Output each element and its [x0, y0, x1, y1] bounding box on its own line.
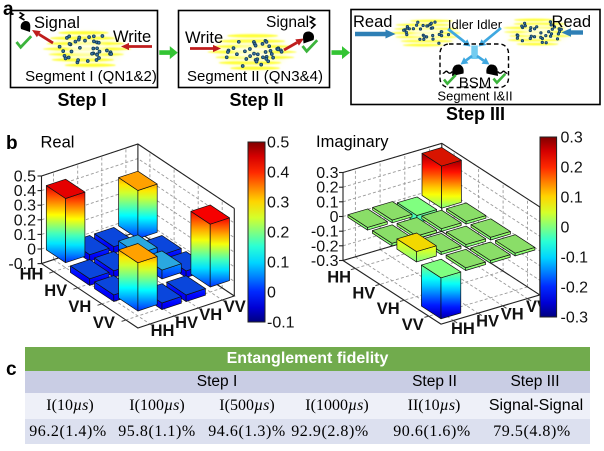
svg-text:0.1: 0.1 [14, 227, 36, 244]
svg-text:0: 0 [561, 220, 570, 237]
svg-text:b: b [6, 133, 18, 154]
svg-text:0: 0 [267, 285, 276, 302]
svg-text:Idler Idler: Idler Idler [448, 17, 503, 32]
svg-text:0.3: 0.3 [267, 195, 289, 212]
svg-text:-0.1: -0.1 [267, 315, 295, 332]
svg-text:VH: VH [68, 298, 91, 316]
svg-text:0.2: 0.2 [267, 225, 289, 242]
svg-text:0.2: 0.2 [14, 212, 36, 229]
svg-text:a: a [3, 0, 14, 20]
svg-text:VH: VH [501, 305, 524, 323]
svg-text:-0.1: -0.1 [311, 224, 339, 241]
svg-text:Signal: Signal [266, 14, 309, 31]
svg-text:BSM: BSM [459, 75, 492, 92]
svg-text:HV: HV [175, 314, 198, 332]
svg-text:HH: HH [20, 266, 44, 284]
svg-text:HH: HH [327, 268, 351, 286]
svg-text:Imaginary: Imaginary [316, 133, 389, 151]
svg-text:0.4: 0.4 [267, 165, 289, 182]
svg-text:VH: VH [199, 306, 222, 324]
svg-text:VV: VV [402, 316, 424, 334]
svg-text:Step III: Step III [446, 104, 505, 124]
svg-text:0.3: 0.3 [316, 165, 338, 182]
svg-text:HV: HV [44, 282, 67, 300]
svg-text:0.1: 0.1 [267, 255, 289, 272]
svg-text:0.1: 0.1 [561, 190, 583, 207]
svg-text:Segment I (QN1&2): Segment I (QN1&2) [25, 68, 157, 85]
svg-text:0.2: 0.2 [561, 160, 583, 177]
svg-text:VH: VH [377, 300, 400, 318]
svg-text:-0.3: -0.3 [311, 253, 339, 270]
svg-text:Signal: Signal [34, 14, 80, 32]
svg-text:-0.1: -0.1 [8, 256, 36, 273]
svg-text:Real: Real [41, 134, 75, 152]
svg-text:Write: Write [113, 28, 151, 46]
svg-text:Step II: Step II [229, 90, 283, 110]
svg-text:-0.2: -0.2 [311, 238, 339, 255]
svg-text:-0.2: -0.2 [561, 280, 589, 297]
svg-text:Segment I&II: Segment I&II [437, 89, 512, 104]
svg-text:0: 0 [27, 242, 36, 259]
svg-text:0.3: 0.3 [561, 130, 583, 147]
svg-text:0.5: 0.5 [267, 135, 289, 152]
svg-text:Read: Read [353, 13, 392, 31]
svg-text:Segment II (QN3&4): Segment II (QN3&4) [187, 68, 323, 85]
svg-text:0.3: 0.3 [14, 198, 36, 215]
svg-text:0.5: 0.5 [14, 169, 36, 186]
svg-text:0: 0 [330, 209, 339, 226]
svg-text:Write: Write [185, 29, 223, 47]
svg-text:-0.1: -0.1 [561, 250, 589, 267]
svg-text:VV: VV [224, 298, 246, 316]
svg-text:Read: Read [552, 13, 591, 31]
svg-text:HV: HV [476, 313, 499, 331]
svg-text:0.1: 0.1 [316, 194, 338, 211]
svg-text:0.2: 0.2 [316, 180, 338, 197]
svg-text:Step I: Step I [57, 90, 106, 110]
svg-text:HV: HV [352, 284, 375, 302]
svg-text:-0.3: -0.3 [561, 310, 589, 327]
svg-text:0.4: 0.4 [14, 183, 36, 200]
svg-text:HH: HH [451, 320, 475, 338]
svg-text:HH: HH [151, 322, 175, 340]
svg-text:VV: VV [93, 314, 115, 332]
